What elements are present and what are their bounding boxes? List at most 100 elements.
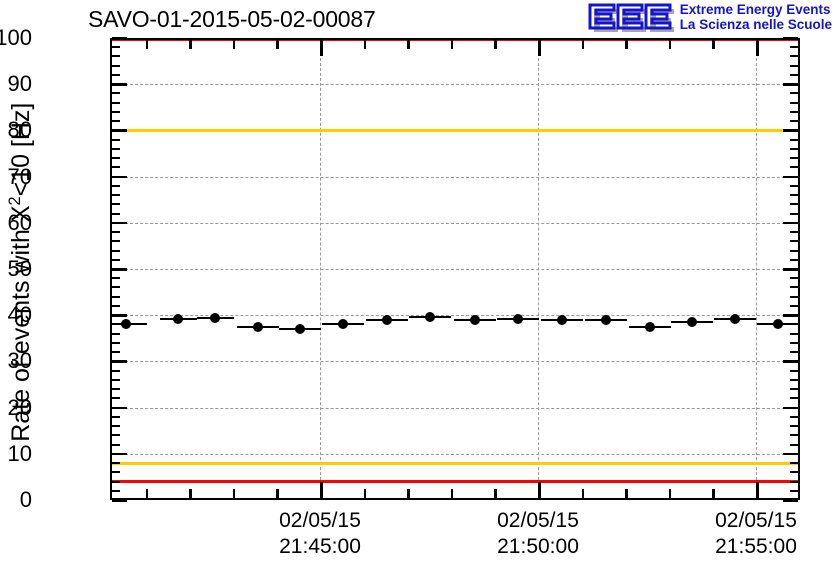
y-tick-minor [112,415,120,418]
y-tick-label: 60 [7,209,32,235]
x-tick-label-time: 21:50:00 [497,535,579,559]
y-tick-major-right [783,83,798,86]
data-point [295,323,305,334]
y-tick-minor-right [790,369,798,372]
data-point [382,314,392,325]
x-tick-minor [494,489,497,498]
y-tick-minor [112,443,120,446]
x-tick-minor-top [581,40,585,49]
y-tick-minor [112,258,120,261]
threshold-line-lower-orange [110,461,800,465]
y-tick-label: 0 [19,487,32,512]
y-tick-major [112,83,127,86]
y-tick-minor [112,101,120,104]
x-tick-minor [712,489,715,498]
y-tick-minor [112,489,120,492]
y-tick-major [112,129,127,132]
y-tick-minor-right [790,166,798,169]
y-tick-minor [112,73,120,76]
x-tick-label-time: 21:55:00 [715,535,797,559]
x-tick-label: 02/05/15 21:50:00 [497,508,579,561]
x-tick-minor-top [232,40,236,49]
x-tick-minor [232,489,236,498]
gridline-vertical [538,38,539,500]
y-tick-minor [112,277,120,280]
y-tick-minor [112,378,120,381]
y-tick-minor-right [790,443,798,446]
y-tick-major [112,221,127,225]
x-tick-minor [363,489,367,498]
y-tick-major [112,175,127,179]
x-tick-minor [189,489,192,498]
y-tick-major-right [783,129,798,132]
data-point [338,319,348,330]
y-tick-minor [112,304,120,307]
y-tick-minor [112,369,120,372]
eee-logo-text: Extreme Energy Events La Scienza nelle S… [680,3,832,32]
data-point [470,314,480,325]
y-tick-major [112,268,127,271]
gridline-horizontal [110,176,800,178]
y-axis-title-pre: Rate of events with X [7,205,36,442]
data-point [645,322,655,333]
y-tick-major-right [783,314,798,317]
x-tick-major-top [756,40,759,56]
logo-line-1: Extreme Energy Events [679,2,831,18]
y-tick-label: 30 [7,348,32,374]
page-title: SAVO-01-2015-05-02-00087 [88,6,376,32]
x-tick-label: 02/05/15 21:55:00 [715,508,797,561]
y-tick-minor-right [790,304,798,307]
y-tick-major-right [783,37,798,40]
y-tick-minor-right [790,341,798,344]
x-tick-minor [625,489,628,498]
data-point [173,313,183,324]
y-tick-minor [112,425,120,428]
y-tick-minor-right [790,258,798,261]
y-tick-minor [112,341,120,344]
x-tick-minor [450,489,454,498]
y-tick-minor [112,110,120,113]
y-tick-major-right [783,175,798,179]
y-tick-minor [112,138,120,141]
y-tick-label: 100 [0,25,32,50]
y-axis-title-post: <10 [Hz] [7,102,36,197]
y-tick-minor [112,194,120,197]
eee-logo-icon [588,2,674,34]
gridline-horizontal [110,407,800,409]
y-tick-minor-right [790,101,798,104]
y-tick-minor [112,388,120,391]
y-tick-major-right [783,406,798,410]
y-tick-minor-right [790,73,798,76]
data-point [687,317,697,328]
y-tick-major-right [783,452,798,456]
y-tick-minor [112,332,120,335]
y-tick-minor [112,46,120,49]
y-tick-minor [112,64,120,67]
x-tick-label: 02/05/15 21:45:00 [279,508,361,561]
logo-line-2: La Scienza nelle Scuole [679,17,832,32]
threshold-line-upper-orange [110,128,800,132]
x-tick-minor-top [668,40,672,49]
y-tick-minor-right [790,184,798,187]
x-tick-minor [145,489,149,498]
x-tick-label-date: 02/05/15 [497,509,579,532]
y-tick-major [112,37,127,40]
gridline-horizontal [110,453,800,455]
gridline-vertical [756,38,757,500]
x-tick-minor [407,489,410,498]
x-tick-minor [668,489,672,498]
x-tick-major [538,482,541,498]
y-tick-minor-right [790,397,798,400]
x-tick-major-top [538,40,541,56]
y-tick-minor [112,240,120,243]
y-tick-major-right [783,221,798,225]
data-point [601,315,611,326]
data-point [513,314,523,325]
y-axis-title-exponent: 2 [5,196,24,206]
y-tick-minor-right [790,240,798,243]
y-tick-minor-right [790,489,798,492]
y-tick-minor-right [790,55,798,58]
y-tick-minor [112,147,120,150]
y-tick-minor-right [790,212,798,215]
data-point [425,312,435,323]
